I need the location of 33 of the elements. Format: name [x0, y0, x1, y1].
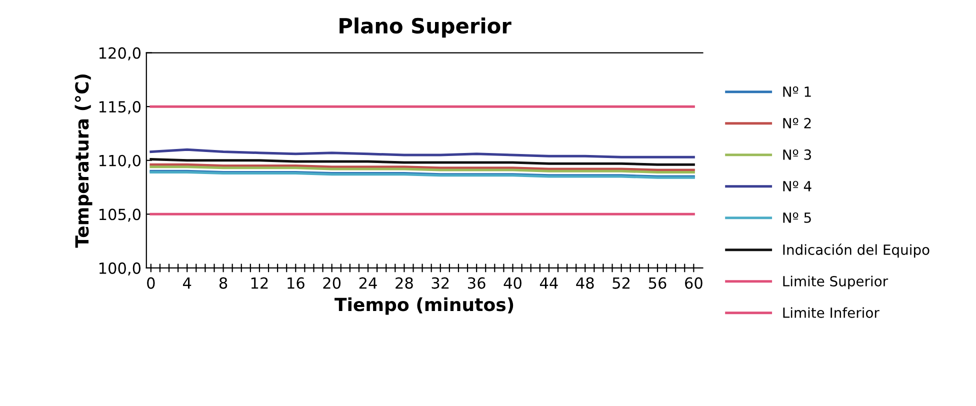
line-series	[150, 148, 695, 158]
legend-label: Limite Inferior	[783, 307, 880, 318]
y-tick-label: 120,0	[99, 47, 141, 60]
x-tick-label: 36	[468, 277, 486, 289]
legend-label: Indicación del Equipo	[783, 244, 930, 258]
legend-label: Nº 4	[783, 180, 812, 192]
x-tick-label: 4	[182, 277, 192, 289]
x-tick-label: 8	[219, 277, 228, 289]
x-tick-label: 48	[576, 277, 594, 289]
legend-label: Nº 1	[783, 86, 811, 97]
y-tick-label: 105,0	[99, 208, 141, 222]
x-tick-label: 44	[540, 277, 558, 289]
x-tick-label: 16	[288, 277, 304, 289]
x-tick-label: 60	[685, 277, 702, 289]
y-tick-label: 110,0	[99, 154, 141, 168]
y-tick-label: 100,0	[99, 262, 141, 276]
x-tick-label: 52	[612, 277, 630, 289]
x-tick-label: 32	[432, 277, 449, 289]
legend-label: Nº 3	[783, 149, 811, 160]
x-tick-label: 24	[359, 277, 377, 289]
x-axis-title: Tiempo (minutos)	[334, 297, 514, 315]
legend-label: Nº 5	[783, 212, 811, 223]
x-tick-label: 20	[323, 277, 341, 289]
x-tick-label: 56	[648, 277, 666, 289]
x-tick-label: 12	[251, 277, 268, 289]
x-tick-label: 40	[504, 277, 522, 289]
chart-title: Plano Superior	[340, 18, 512, 38]
y-axis-title: Temperatura (°C)	[74, 74, 92, 248]
x-tick-label: 0	[147, 277, 155, 289]
legend-label: Limite Superior	[783, 276, 888, 290]
legend-label: Nº 2	[783, 118, 811, 128]
y-tick-label: 115,0	[99, 101, 141, 114]
x-tick-label: 28	[396, 277, 413, 289]
